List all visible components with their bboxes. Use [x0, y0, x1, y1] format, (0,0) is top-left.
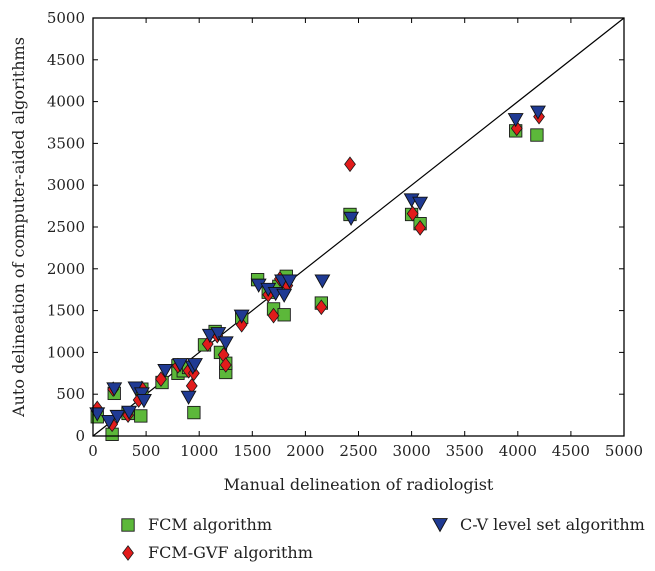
- c-v-level-set-algorithm-point: [281, 274, 298, 289]
- y-tick-label: 1500: [47, 302, 85, 320]
- legend-label-fcm-gvf-algorithm: FCM-GVF algorithm: [148, 543, 313, 562]
- legend-label-fcm-algorithm: FCM algorithm: [148, 515, 272, 534]
- c-v-level-set-algorithm-point: [343, 211, 360, 226]
- c-v-level-set-algorithm-point: [106, 382, 123, 397]
- c-v-level-set-algorithm-point: [412, 196, 429, 211]
- y-tick-label: 3000: [47, 176, 85, 194]
- x-tick-label: 1500: [233, 442, 271, 460]
- x-tick-label: 5000: [605, 442, 643, 460]
- fcm-algorithm-point: [277, 308, 291, 322]
- fcm-algorithm-point: [187, 405, 201, 420]
- fcm-gvf-algorithm-point: [406, 205, 419, 222]
- legend-marker-fcm-gvf-algorithm: [122, 545, 134, 561]
- plot-frame: [92, 17, 625, 437]
- x-tick-label: 3500: [446, 442, 484, 460]
- y-tick-label: 1000: [47, 343, 85, 361]
- x-tick-label: 4500: [552, 442, 590, 460]
- y-tick-label: 4000: [47, 93, 85, 111]
- c-v-level-set-algorithm-point: [109, 409, 126, 425]
- c-v-level-set-algorithm-point: [507, 113, 524, 128]
- y-axis-title: Auto delineation of computer-aided algor…: [9, 37, 28, 418]
- legend-marker-c-v-level-set-algorithm: [432, 518, 448, 533]
- c-v-level-set-algorithm-point: [210, 327, 227, 342]
- y-tick-label: 3500: [47, 134, 85, 152]
- fcm-algorithm-point: [134, 409, 148, 423]
- fcm-gvf-algorithm-point: [219, 357, 232, 373]
- x-tick-label: 2500: [339, 442, 377, 460]
- y-tick-label: 5000: [47, 9, 85, 27]
- c-v-level-set-algorithm-point: [186, 358, 203, 373]
- y-tick-label: 2000: [47, 260, 85, 278]
- c-v-level-set-algorithm-point: [314, 274, 331, 289]
- c-v-level-set-algorithm-point: [157, 363, 174, 379]
- y-tick-label: 0: [75, 427, 85, 445]
- fcm-gvf-algorithm-point: [235, 316, 248, 333]
- c-v-level-set-algorithm-point: [233, 309, 250, 324]
- fcm-gvf-algorithm-point: [267, 307, 280, 324]
- x-tick-label: 0: [88, 442, 98, 460]
- fcm-gvf-algorithm-point: [414, 219, 426, 236]
- x-tick-label: 1000: [180, 442, 218, 460]
- x-tick-label: 500: [132, 442, 161, 460]
- x-tick-label: 4000: [499, 442, 537, 460]
- c-v-level-set-algorithm-point: [100, 414, 117, 430]
- legend-label-c-v-level-set-algorithm: C-V level set algorithm: [460, 515, 645, 534]
- c-v-level-set-algorithm-point: [136, 394, 152, 409]
- y-tick-label: 2500: [47, 218, 85, 236]
- y-tick-label: 500: [56, 385, 85, 403]
- c-v-level-set-algorithm-point: [121, 405, 138, 420]
- fcm-gvf-algorithm-point: [344, 156, 356, 173]
- x-tick-label: 3000: [393, 442, 431, 460]
- fcm-algorithm-point: [530, 128, 544, 142]
- y-tick-label: 4500: [47, 51, 85, 69]
- c-v-level-set-algorithm-point: [180, 390, 197, 405]
- c-v-level-set-algorithm-point: [530, 105, 546, 120]
- c-v-level-set-algorithm-point: [217, 336, 234, 351]
- x-tick-label: 2000: [286, 442, 324, 460]
- legend: FCM algorithm C-V level set algorithm FCM-…: [121, 515, 645, 562]
- x-axis-title: Manual delineation of radiologist: [224, 475, 494, 494]
- fcm-gvf-algorithm-point: [510, 120, 523, 137]
- c-v-level-set-algorithm-point: [276, 288, 293, 303]
- fcm-gvf-algorithm-point: [315, 299, 328, 316]
- legend-marker-fcm-algorithm: [121, 518, 135, 532]
- c-v-level-set-algorithm-point: [172, 358, 189, 373]
